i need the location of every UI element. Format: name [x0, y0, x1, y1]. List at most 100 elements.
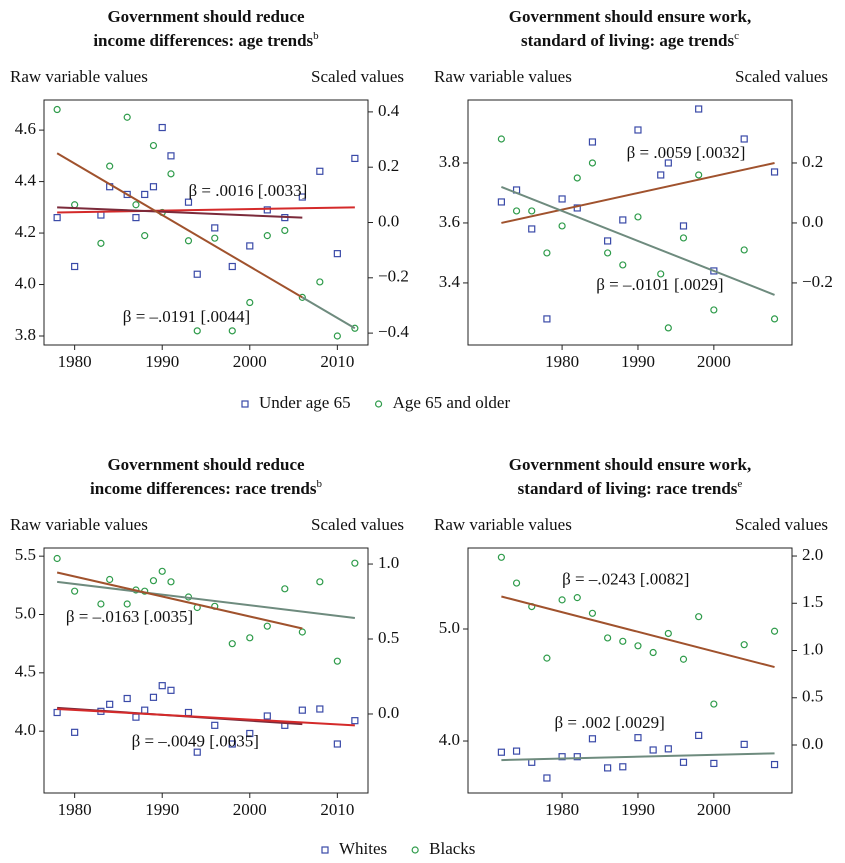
legend-label: Under age 65: [259, 393, 351, 412]
point: [71, 262, 79, 271]
y2-tick-label: 1.0: [378, 553, 399, 572]
annotation: β = –.0191 [.0044]: [123, 307, 250, 326]
panel-title: Government should reduce: [107, 7, 305, 26]
y2-tick-label: 0.0: [378, 211, 399, 230]
x-tick-label: 1990: [621, 352, 655, 371]
point: [679, 758, 688, 766]
legend-label: Whites: [339, 839, 387, 858]
point: [149, 141, 158, 150]
annotation: β = –.0163 [.0035]: [66, 607, 193, 626]
point: [53, 554, 61, 563]
point: [106, 575, 114, 584]
point: [106, 162, 114, 170]
point: [770, 760, 779, 769]
trend-line: [501, 752, 775, 762]
point: [184, 198, 193, 206]
point: [657, 270, 665, 278]
annotation: β = .0059 [.0032]: [627, 143, 746, 162]
trend-line: [501, 161, 775, 224]
trend-line: [56, 152, 303, 299]
annotation: β = –.0049 [.0035]: [132, 732, 259, 751]
y2-axis-label: Scaled values: [311, 515, 404, 534]
point: [184, 708, 193, 717]
point: [770, 627, 779, 635]
point: [740, 135, 748, 143]
legend-marker: [411, 846, 419, 854]
point: [123, 694, 131, 703]
point: [158, 567, 166, 575]
point: [619, 216, 627, 224]
point: [316, 705, 324, 713]
point: [710, 759, 718, 768]
point: [167, 170, 175, 178]
x-tick-label: 2000: [697, 352, 731, 371]
point: [543, 654, 551, 662]
point: [558, 222, 566, 230]
y-tick-label: 4.5: [15, 662, 36, 681]
y2-tick-label: 2.0: [802, 545, 823, 564]
y2-tick-label: −0.2: [802, 272, 833, 291]
point: [664, 324, 672, 332]
point: [53, 105, 61, 114]
point: [657, 171, 665, 179]
y-axis-label: Raw variable values: [434, 67, 572, 86]
point: [740, 740, 748, 748]
point: [695, 105, 703, 113]
legend-marker: [241, 400, 249, 408]
legend-label: Age 65 and older: [393, 393, 511, 412]
point: [710, 306, 718, 314]
y-tick-label: 4.0: [15, 720, 36, 739]
y-tick-label: 3.4: [439, 272, 461, 291]
point: [298, 193, 306, 201]
point: [528, 207, 536, 215]
annotation: β = –.0243 [.0082]: [562, 570, 689, 589]
point: [333, 657, 341, 665]
y2-tick-label: 0.5: [378, 628, 399, 647]
point: [193, 327, 201, 335]
y-tick-label: 3.8: [439, 152, 460, 171]
y-axis-label: Raw variable values: [10, 515, 148, 534]
point: [664, 745, 672, 753]
y2-tick-label: 0.0: [802, 212, 823, 231]
title-line: income differences: age trends: [93, 31, 313, 50]
y2-tick-label: 0.0: [802, 734, 823, 753]
point: [167, 578, 175, 586]
point: [604, 634, 612, 642]
trend-line: [57, 580, 355, 619]
x-tick-label: 1980: [58, 352, 92, 371]
y2-tick-label: 0.2: [802, 152, 823, 171]
point: [211, 224, 219, 232]
annotation: β = –.0101 [.0029]: [596, 275, 723, 294]
y-tick-label: 5.0: [439, 618, 460, 637]
point: [619, 261, 627, 269]
point: [604, 237, 612, 245]
trend-line: [56, 571, 303, 630]
point: [770, 168, 779, 176]
point: [695, 171, 703, 179]
x-tick-label: 1990: [145, 800, 179, 819]
point: [512, 747, 521, 755]
y2-tick-label: 0.4: [378, 101, 400, 120]
point: [588, 138, 597, 146]
x-tick-label: 2000: [233, 352, 267, 371]
point: [132, 713, 140, 721]
panel-title: Government should ensure work,: [509, 455, 751, 474]
point: [184, 237, 193, 245]
point: [281, 585, 289, 593]
point: [53, 708, 61, 717]
point: [604, 764, 612, 772]
point: [543, 774, 551, 782]
title-line: Government should ensure work,: [509, 7, 751, 26]
point: [281, 226, 289, 235]
point: [97, 239, 105, 247]
x-tick-label: 2010: [320, 800, 354, 819]
point: [740, 246, 748, 254]
point: [158, 682, 166, 690]
point: [351, 324, 359, 332]
point: [333, 332, 341, 340]
point: [333, 740, 341, 748]
y-tick-label: 5.0: [15, 603, 36, 622]
x-tick-label: 1980: [545, 800, 579, 819]
y-tick-label: 4.4: [15, 170, 37, 189]
x-tick-label: 2000: [697, 800, 731, 819]
